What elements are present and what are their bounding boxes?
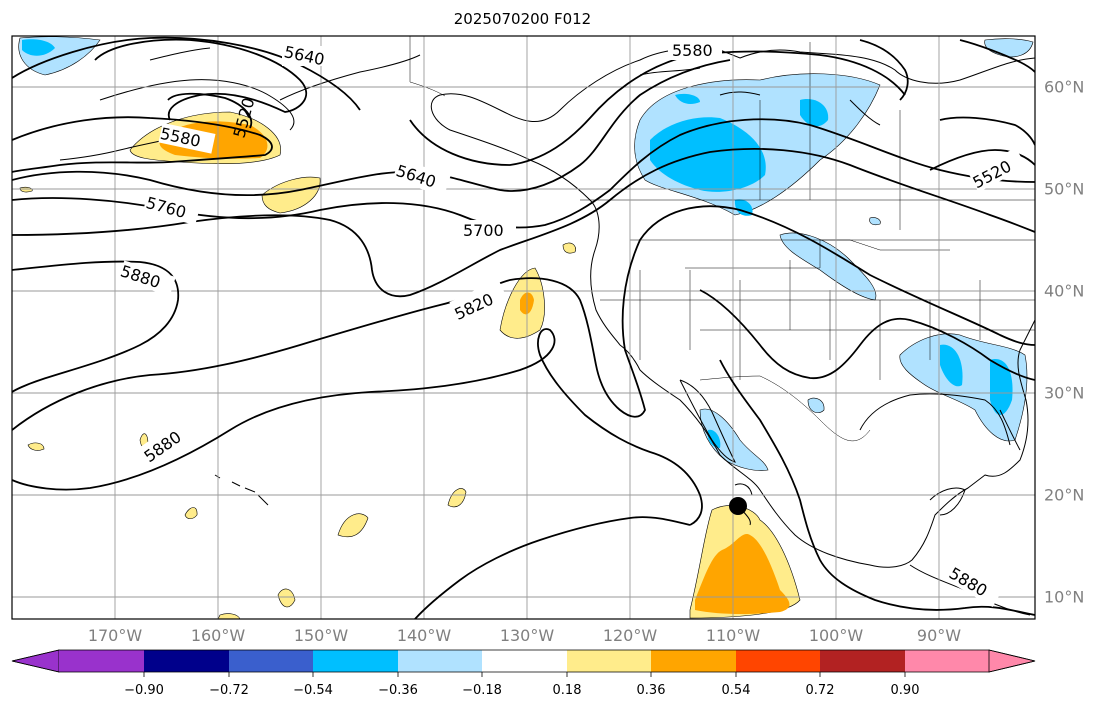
longitude-label: 170°W (87, 626, 143, 645)
colorbar-tick-label: 0.72 (805, 683, 835, 698)
colorbar-segment (313, 650, 398, 672)
colorbar-segment (398, 650, 482, 672)
colorbar-segment (736, 650, 820, 672)
latitude-label: 10°N (1044, 587, 1085, 607)
longitude-label: 110°W (705, 626, 761, 645)
longitude-label: 100°W (808, 626, 864, 645)
latitude-label: 60°N (1044, 77, 1085, 97)
colorbar-low-extension (11, 649, 60, 673)
latitude-label: 40°N (1044, 281, 1085, 301)
colorbar-tick-label: −0.54 (293, 683, 333, 698)
contour-label: 5580 (672, 41, 713, 60)
storm-center-dot (729, 497, 747, 515)
colorbar-segment (905, 650, 989, 672)
contour-label: 5700 (463, 221, 504, 240)
colorbar-tick-label: −0.72 (209, 683, 249, 698)
colorbar-segment (482, 650, 567, 672)
map-panel: 5640 5580 5520 5640 5700 5760 5820 5880 … (12, 36, 1035, 619)
colorbar-segment (651, 650, 736, 672)
colorbar-tick-label: −0.18 (462, 683, 502, 698)
longitude-label: 120°W (602, 626, 658, 645)
chart-title: 2025070200 F012 (453, 10, 592, 28)
longitude-label: 160°W (190, 626, 246, 645)
longitude-label: 90°W (916, 626, 962, 645)
colorbar-tick-label: 0.54 (721, 683, 751, 698)
colorbar-tick-label: 0.18 (552, 683, 582, 698)
longitude-label: 150°W (293, 626, 349, 645)
colorbar-tick-label: −0.90 (124, 683, 164, 698)
political-borders (409, 36, 1035, 441)
colorbar-ticks (143, 672, 906, 677)
latitude-label: 30°N (1044, 383, 1085, 403)
colorbar-segment (229, 650, 313, 672)
longitude-label: 130°W (499, 626, 555, 645)
colorbar-tick-label: 0.90 (890, 683, 920, 698)
colorbar-outline (11, 649, 1036, 673)
longitude-label: 140°W (396, 626, 452, 645)
colorbar-tick-label: 0.36 (636, 683, 666, 698)
latitude-label: 50°N (1044, 179, 1085, 199)
colorbar-segment (567, 650, 651, 672)
map-frame (11, 35, 1036, 620)
contour-labels: 5640 5580 5520 5640 5700 5760 5820 5880 … (118, 40, 1027, 608)
colorbar-high-extension (988, 649, 1036, 673)
colorbar-segment (144, 650, 229, 672)
colorbar (11, 649, 1036, 677)
graticule (12, 36, 1035, 619)
colorbar-segment (820, 650, 905, 672)
latitude-label: 20°N (1044, 485, 1085, 505)
colorbar-tick-label: −0.36 (378, 683, 418, 698)
colorbar-segment (59, 650, 144, 672)
